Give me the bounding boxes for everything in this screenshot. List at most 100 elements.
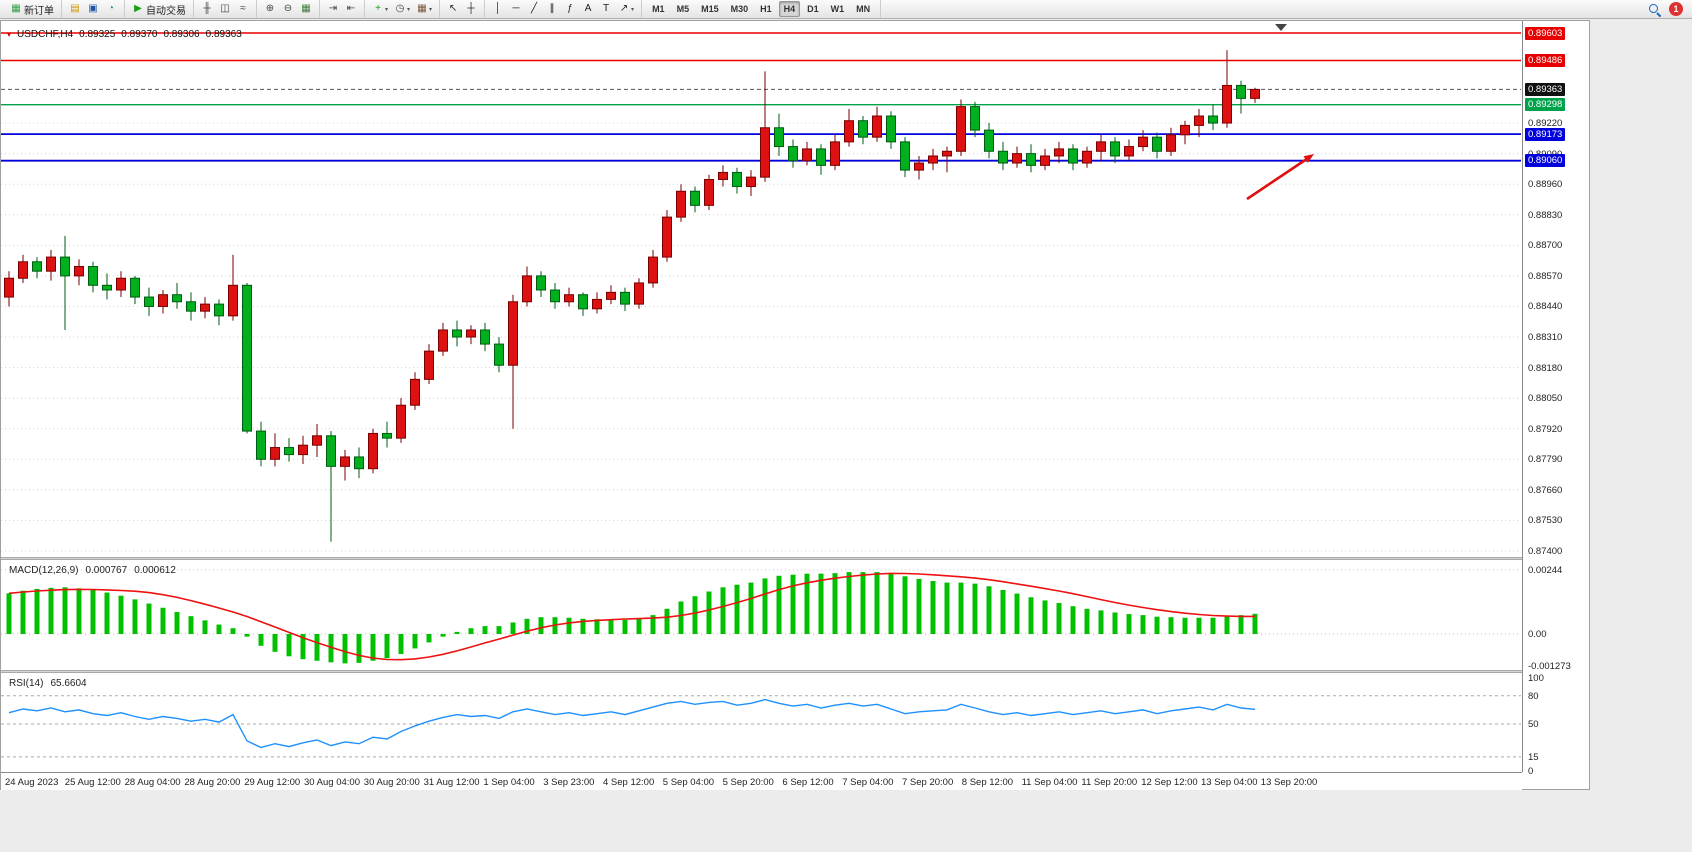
- macd-axis-zero: 0.00: [1528, 629, 1547, 640]
- panel-separator-macd[interactable]: [1, 557, 1589, 560]
- time-axis-label: 28 Aug 20:00: [184, 777, 241, 788]
- periods-caret-icon: ▾: [407, 6, 411, 13]
- text-icon: A: [584, 3, 592, 14]
- text-label-button[interactable]: T: [597, 1, 615, 17]
- timeframe-m5[interactable]: M5: [676, 4, 690, 14]
- trendline-button[interactable]: ╱: [525, 1, 543, 17]
- price-axis-label: 0.88830: [1528, 209, 1563, 221]
- timeframe-m1[interactable]: M1: [652, 4, 665, 14]
- chart-symbol-period: USDCHF,H4: [17, 29, 74, 40]
- templates-button[interactable]: ▦ ▾: [413, 1, 435, 17]
- arrows-caret-icon: ▾: [631, 6, 635, 13]
- toolbar-group: ▤ ▣ ◔: [62, 0, 125, 18]
- ohlc-open: 0.89325: [79, 29, 116, 40]
- profiles-icon: ▣: [88, 3, 98, 14]
- toolbar-group: ⊕ ⊖ ▦: [257, 0, 320, 18]
- periods-button[interactable]: ◷ ▾: [391, 1, 413, 17]
- templates-caret-icon: ▾: [429, 6, 433, 13]
- time-axis-label: 8 Sep 12:00: [961, 777, 1014, 788]
- horizontal-line-button[interactable]: ─: [507, 1, 525, 17]
- timeframe-m30[interactable]: M30: [730, 4, 749, 14]
- candlestick-chart-button[interactable]: ◫: [216, 1, 234, 17]
- new-order-button[interactable]: ▦ 新订单: [7, 1, 57, 17]
- arrows-button[interactable]: ↗ ▾: [615, 1, 637, 17]
- data-window-button[interactable]: ◔: [102, 1, 120, 17]
- auto-trading-icon: ▶: [134, 3, 142, 14]
- time-axis-label: 31 Aug 12:00: [423, 777, 480, 788]
- time-axis-label: 4 Sep 12:00: [603, 777, 655, 788]
- chart-header: ▾ USDCHF,H4 0.89325 0.89370 0.89306 0.89…: [7, 29, 242, 40]
- arrow-annotation[interactable]: [1246, 154, 1314, 201]
- chart-shift-button[interactable]: ⇤: [342, 1, 360, 17]
- price-gridlines: [1, 122, 1521, 552]
- price-badge-0.89363: 0.89363: [1525, 82, 1566, 96]
- time-axis-label: 13 Sep 04:00: [1201, 777, 1258, 788]
- tile-windows-icon: ▦: [301, 3, 311, 14]
- timeframe-d1[interactable]: D1: [807, 4, 819, 14]
- new-chart-button[interactable]: ▤: [66, 1, 84, 17]
- time-axis-label: 5 Sep 04:00: [662, 777, 715, 788]
- chart-shift-marker[interactable]: [1275, 24, 1287, 31]
- toolbar-right: 1: [1648, 2, 1689, 16]
- macd-axis-max: 0.00244: [1528, 565, 1563, 576]
- search-icon[interactable]: [1648, 3, 1661, 16]
- time-axis-label: 7 Sep 04:00: [842, 777, 894, 788]
- time-axis-label: 5 Sep 20:00: [722, 777, 774, 788]
- auto-trading-button[interactable]: ▶ 自动交易: [129, 1, 189, 17]
- time-axis-label: 12 Sep 12:00: [1141, 777, 1198, 788]
- fibonacci-button[interactable]: ƒ: [561, 1, 579, 17]
- toolbar-group: ⇥ ⇤: [320, 0, 365, 18]
- price-axis[interactable]: 0.89220 0.89090 0.88960 0.88830 0.88700 0.885…: [1522, 21, 1589, 777]
- auto-trading-label: 自动交易: [146, 5, 186, 17]
- time-axis-label: 29 Aug 12:00: [244, 777, 301, 788]
- zoom-in-icon: ⊕: [265, 3, 275, 14]
- vertical-line-button[interactable]: │: [489, 1, 507, 17]
- rsi-level-lines: [1, 695, 1521, 758]
- crosshair-button[interactable]: ┼: [462, 1, 480, 17]
- zoom-in-button[interactable]: ⊕: [261, 1, 279, 17]
- price-axis-label: 0.88440: [1528, 301, 1563, 313]
- indicators-button[interactable]: + ▾: [369, 1, 391, 17]
- macd-panel[interactable]: [1, 560, 1521, 670]
- candles: [4, 50, 1260, 542]
- ohlc-high: 0.89370: [121, 29, 158, 40]
- equidistant-channel-button[interactable]: ∥: [543, 1, 561, 17]
- zoom-out-icon: ⊖: [283, 3, 293, 14]
- panel-separator-rsi[interactable]: [1, 670, 1589, 673]
- chart-menu-icon[interactable]: ▾: [7, 30, 12, 39]
- toolbar-groups: ▦ 新订单 ▤ ▣ ◔ ▶ 自动交易 ╫ ◫ ≈ ⊕ ⊖ ▦ ⇥ ⇤ + ▾ ◷ ▾ ▦ ▾ ↖ ┼ │ ─ ╱ ∥ ƒ A T ↗ ▾ M1 M…: [3, 0, 882, 18]
- equidistant-channel-icon: ∥: [549, 3, 555, 14]
- workspace: ▾ USDCHF,H4 0.89325 0.89370 0.89306 0.89…: [0, 20, 1692, 852]
- timeframe-mn[interactable]: MN: [856, 4, 871, 14]
- notification-badge[interactable]: 1: [1669, 2, 1683, 16]
- toolbar-group: + ▾ ◷ ▾ ▦ ▾: [365, 0, 441, 18]
- bar-chart-button[interactable]: ╫: [198, 1, 216, 17]
- timeframe-h4[interactable]: H4: [778, 1, 801, 17]
- timeframe-h1[interactable]: H1: [760, 4, 772, 14]
- zoom-out-button[interactable]: ⊖: [279, 1, 297, 17]
- timeframe-m15[interactable]: M15: [701, 4, 719, 14]
- timeframe-w1[interactable]: W1: [830, 4, 845, 14]
- auto-scroll-button[interactable]: ⇥: [324, 1, 342, 17]
- cursor-button[interactable]: ↖: [444, 1, 462, 17]
- macd-histogram: [6, 572, 1258, 664]
- time-axis[interactable]: 24 Aug 2023 25 Aug 12:00 28 Aug 04:00 28 Au…: [1, 772, 1522, 790]
- price-axis-label: 0.88310: [1528, 332, 1563, 344]
- indicators-caret-icon: ▾: [385, 6, 389, 13]
- price-chart[interactable]: [1, 21, 1521, 557]
- line-chart-button[interactable]: ≈: [234, 1, 252, 17]
- right-gutter: [1592, 20, 1692, 792]
- text-button[interactable]: A: [579, 1, 597, 17]
- chart-window-usdchf[interactable]: ▾ USDCHF,H4 0.89325 0.89370 0.89306 0.89…: [0, 20, 1590, 790]
- rsi-panel[interactable]: [1, 673, 1521, 771]
- time-axis-label: 11 Sep 20:00: [1081, 777, 1138, 788]
- profiles-button[interactable]: ▣: [84, 1, 102, 17]
- vertical-line-icon: │: [494, 3, 502, 14]
- rsi-axis-label: 15: [1528, 751, 1539, 763]
- macd-axis-min: -0.001273: [1528, 661, 1571, 673]
- tile-windows-button[interactable]: ▦: [297, 1, 315, 17]
- price-axis-label: 0.88700: [1528, 240, 1563, 252]
- toolbar-group: ▶ 自动交易: [125, 0, 194, 18]
- indicators-icon: +: [375, 3, 381, 14]
- macd-signal-line: [8, 572, 1255, 661]
